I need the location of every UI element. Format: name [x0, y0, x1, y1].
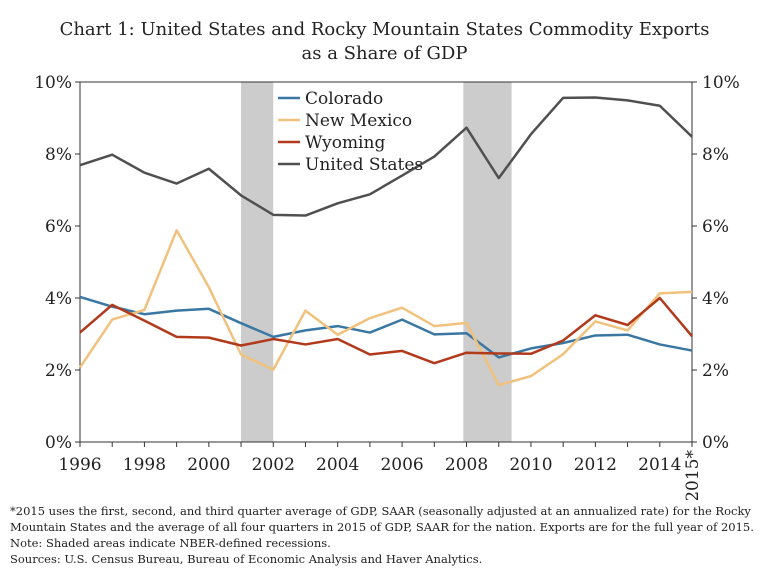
- series-line-wyoming: [79, 296, 693, 365]
- recession-band-2: [463, 82, 512, 442]
- legend-label: United States: [305, 155, 423, 175]
- chart-title-line2: as a Share of GDP: [301, 43, 468, 64]
- series-line-colorado: [79, 295, 693, 359]
- y-tick-label-left: 2%: [45, 361, 72, 381]
- y-tick-label-left: 0%: [45, 433, 72, 453]
- legend-label: New Mexico: [305, 111, 412, 131]
- shading-note: Note: Shaded areas indicate NBER-defined…: [10, 536, 331, 550]
- recession-band-1: [241, 82, 274, 442]
- legend-label: Colorado: [305, 89, 383, 109]
- line-chart: 0% 0% 2% 2% 4% 4% 6% 6% 8% 8% 10% 10% 1996 1998 2000 20…: [34, 73, 740, 500]
- sources-note: Sources: U.S. Census Bureau, Bureau of E…: [10, 552, 483, 566]
- y-tick-label-left: 6%: [45, 217, 72, 237]
- y-tick-label-right: 10%: [702, 73, 740, 93]
- y-tick-label-right: 6%: [702, 217, 729, 237]
- plot-frame: [79, 81, 693, 443]
- x-tick-label: 2010: [509, 455, 552, 475]
- y-tick-label-right: 2%: [702, 361, 729, 381]
- series-line-united-states: [79, 96, 693, 217]
- x-tick-label: 2015*: [683, 450, 703, 500]
- x-tick-label: 1998: [123, 455, 166, 475]
- y-tick-label-right: 8%: [702, 145, 729, 165]
- x-tick-label: 2004: [316, 455, 359, 475]
- y-tick-label-left: 10%: [34, 73, 72, 93]
- chart-title: Chart 1: United States and Rocky Mountai…: [0, 18, 769, 66]
- footnote: *2015 uses the first, second, and third …: [10, 504, 754, 534]
- x-tick-label: 2008: [445, 455, 488, 475]
- series-line-new-mexico: [78, 229, 693, 387]
- x-tick-label: 2014: [638, 455, 681, 475]
- y-tick-label-right: 0%: [702, 433, 729, 453]
- x-tick-label: 2006: [380, 455, 423, 475]
- chart-notes: *2015 uses the first, second, and third …: [10, 503, 760, 567]
- x-tick-label: 2012: [574, 455, 617, 475]
- chart-title-line1: Chart 1: United States and Rocky Mountai…: [59, 19, 710, 40]
- x-tick-label: 2002: [252, 455, 295, 475]
- x-tick-label: 1996: [58, 455, 101, 475]
- x-tick-label: 2000: [187, 455, 230, 475]
- y-tick-label-right: 4%: [702, 289, 729, 309]
- legend-label: Wyoming: [305, 133, 385, 153]
- y-tick-label-left: 8%: [45, 145, 72, 165]
- y-tick-label-left: 4%: [45, 289, 72, 309]
